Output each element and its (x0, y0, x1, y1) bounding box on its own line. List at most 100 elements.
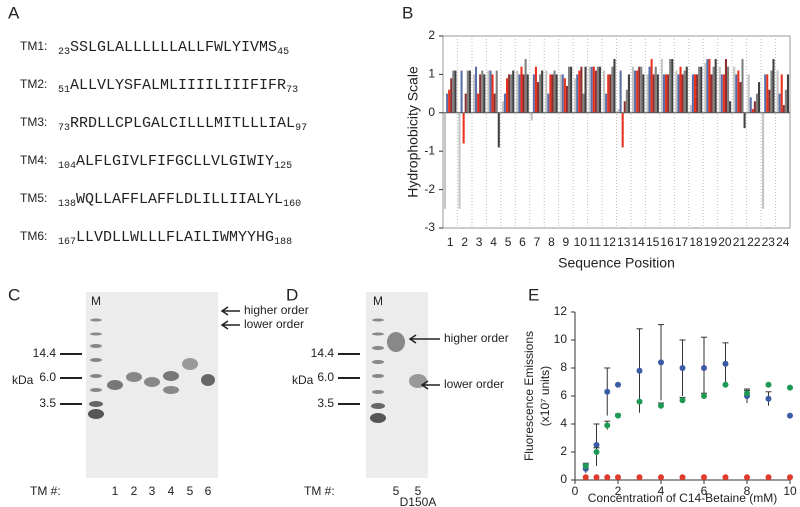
bar (747, 74, 750, 113)
x-tick-label: 15 (646, 235, 660, 249)
bar (667, 74, 670, 113)
marker-label: M (91, 294, 101, 308)
y-tick-label: 2 (428, 28, 435, 42)
bar (671, 59, 674, 113)
bar (700, 66, 703, 113)
bar (625, 89, 628, 113)
bar (609, 74, 612, 113)
bar (704, 62, 707, 113)
point (787, 474, 793, 481)
bar (472, 74, 475, 113)
sequence-line: 23SSLGLALLLLLLALLFWLYIVMS45 (58, 39, 289, 58)
tm-name: TM4: (20, 153, 47, 167)
point (722, 360, 729, 367)
bar (770, 70, 773, 113)
size-label: 3.5 (39, 396, 56, 410)
band-label: lower order (444, 377, 504, 391)
sequence-line: 104ALFLGIVLFIFGCLLVLGIWIY125 (58, 153, 292, 172)
bar (735, 74, 738, 113)
end-residue: 73 (286, 85, 298, 96)
bar (718, 66, 721, 113)
bar (580, 66, 583, 113)
sequence-line: 167LLVDLLWLLLFLAILIWMYYHG188 (58, 229, 292, 248)
bar (582, 93, 585, 113)
bar (691, 74, 694, 113)
size-label: 6.0 (317, 370, 334, 384)
x-tick-label: 6 (519, 235, 526, 249)
x-tick-label: 14 (632, 235, 646, 249)
end-residue: 160 (283, 199, 301, 210)
bar (448, 89, 451, 113)
bar (729, 101, 732, 113)
bar (706, 59, 709, 113)
size-label: 14.4 (33, 346, 57, 360)
point (679, 365, 686, 371)
bar (489, 70, 492, 113)
bar (693, 74, 697, 113)
point (615, 412, 621, 419)
bar (596, 66, 599, 113)
bar (660, 59, 663, 113)
bar (565, 85, 568, 113)
point (604, 422, 611, 429)
lane-title: TM #: (30, 484, 61, 498)
bar (570, 66, 573, 113)
point (722, 381, 729, 388)
bar (479, 74, 482, 113)
bar (516, 70, 519, 113)
point (593, 474, 600, 481)
bar (758, 82, 761, 113)
lane-label: 5 (415, 484, 422, 498)
point (658, 402, 664, 409)
point (636, 474, 643, 481)
x-tick-label: 2 (615, 484, 622, 498)
x-tick-label: 20 (718, 235, 732, 249)
x-tick-label: 6 (701, 484, 708, 498)
bar (491, 74, 494, 113)
tm-name: TM3: (20, 115, 47, 129)
bar (741, 59, 744, 113)
bar (450, 78, 453, 113)
bar (753, 101, 756, 113)
point (787, 384, 793, 391)
bar (503, 93, 506, 113)
bar (776, 70, 779, 113)
bar (536, 82, 540, 113)
point (679, 397, 686, 404)
bar (631, 66, 635, 113)
bar (737, 70, 740, 113)
bar (483, 74, 486, 113)
x-tick-label: 2 (461, 235, 468, 249)
bar (665, 74, 668, 113)
tm-name: TM2: (20, 77, 47, 91)
sequence: RRDLLCPLGALCILLLMITLLLIAL (70, 115, 295, 132)
bar (474, 66, 478, 113)
x-axis-label: Concentration of C14-Betaine (mM) (588, 491, 777, 505)
bar (648, 66, 651, 113)
point (615, 474, 621, 481)
bar (446, 93, 449, 113)
x-tick-label: 7 (534, 235, 541, 249)
start-residue: 23 (58, 47, 70, 58)
sequence-line: 73RRDLLCPLGALCILLLMITLLLIAL97 (58, 115, 307, 134)
bar (493, 93, 496, 113)
bar (710, 74, 713, 113)
bar (477, 93, 480, 113)
bar (623, 101, 626, 113)
point (658, 359, 664, 366)
y-tick-label: -1 (424, 143, 435, 157)
bar (749, 97, 752, 113)
point (765, 395, 772, 402)
x-tick-label: 23 (762, 235, 776, 249)
bar (574, 78, 577, 113)
bar (613, 59, 616, 113)
y-axis-label: (x10⁷ units) (538, 366, 552, 426)
bar (561, 74, 564, 113)
tm-name: TM1: (20, 39, 47, 53)
y-tick-label: 12 (554, 304, 568, 318)
bar (576, 74, 579, 113)
lane-label: 6 (205, 484, 212, 498)
start-residue: 167 (58, 237, 76, 248)
bar (685, 66, 688, 113)
bar (652, 74, 655, 113)
